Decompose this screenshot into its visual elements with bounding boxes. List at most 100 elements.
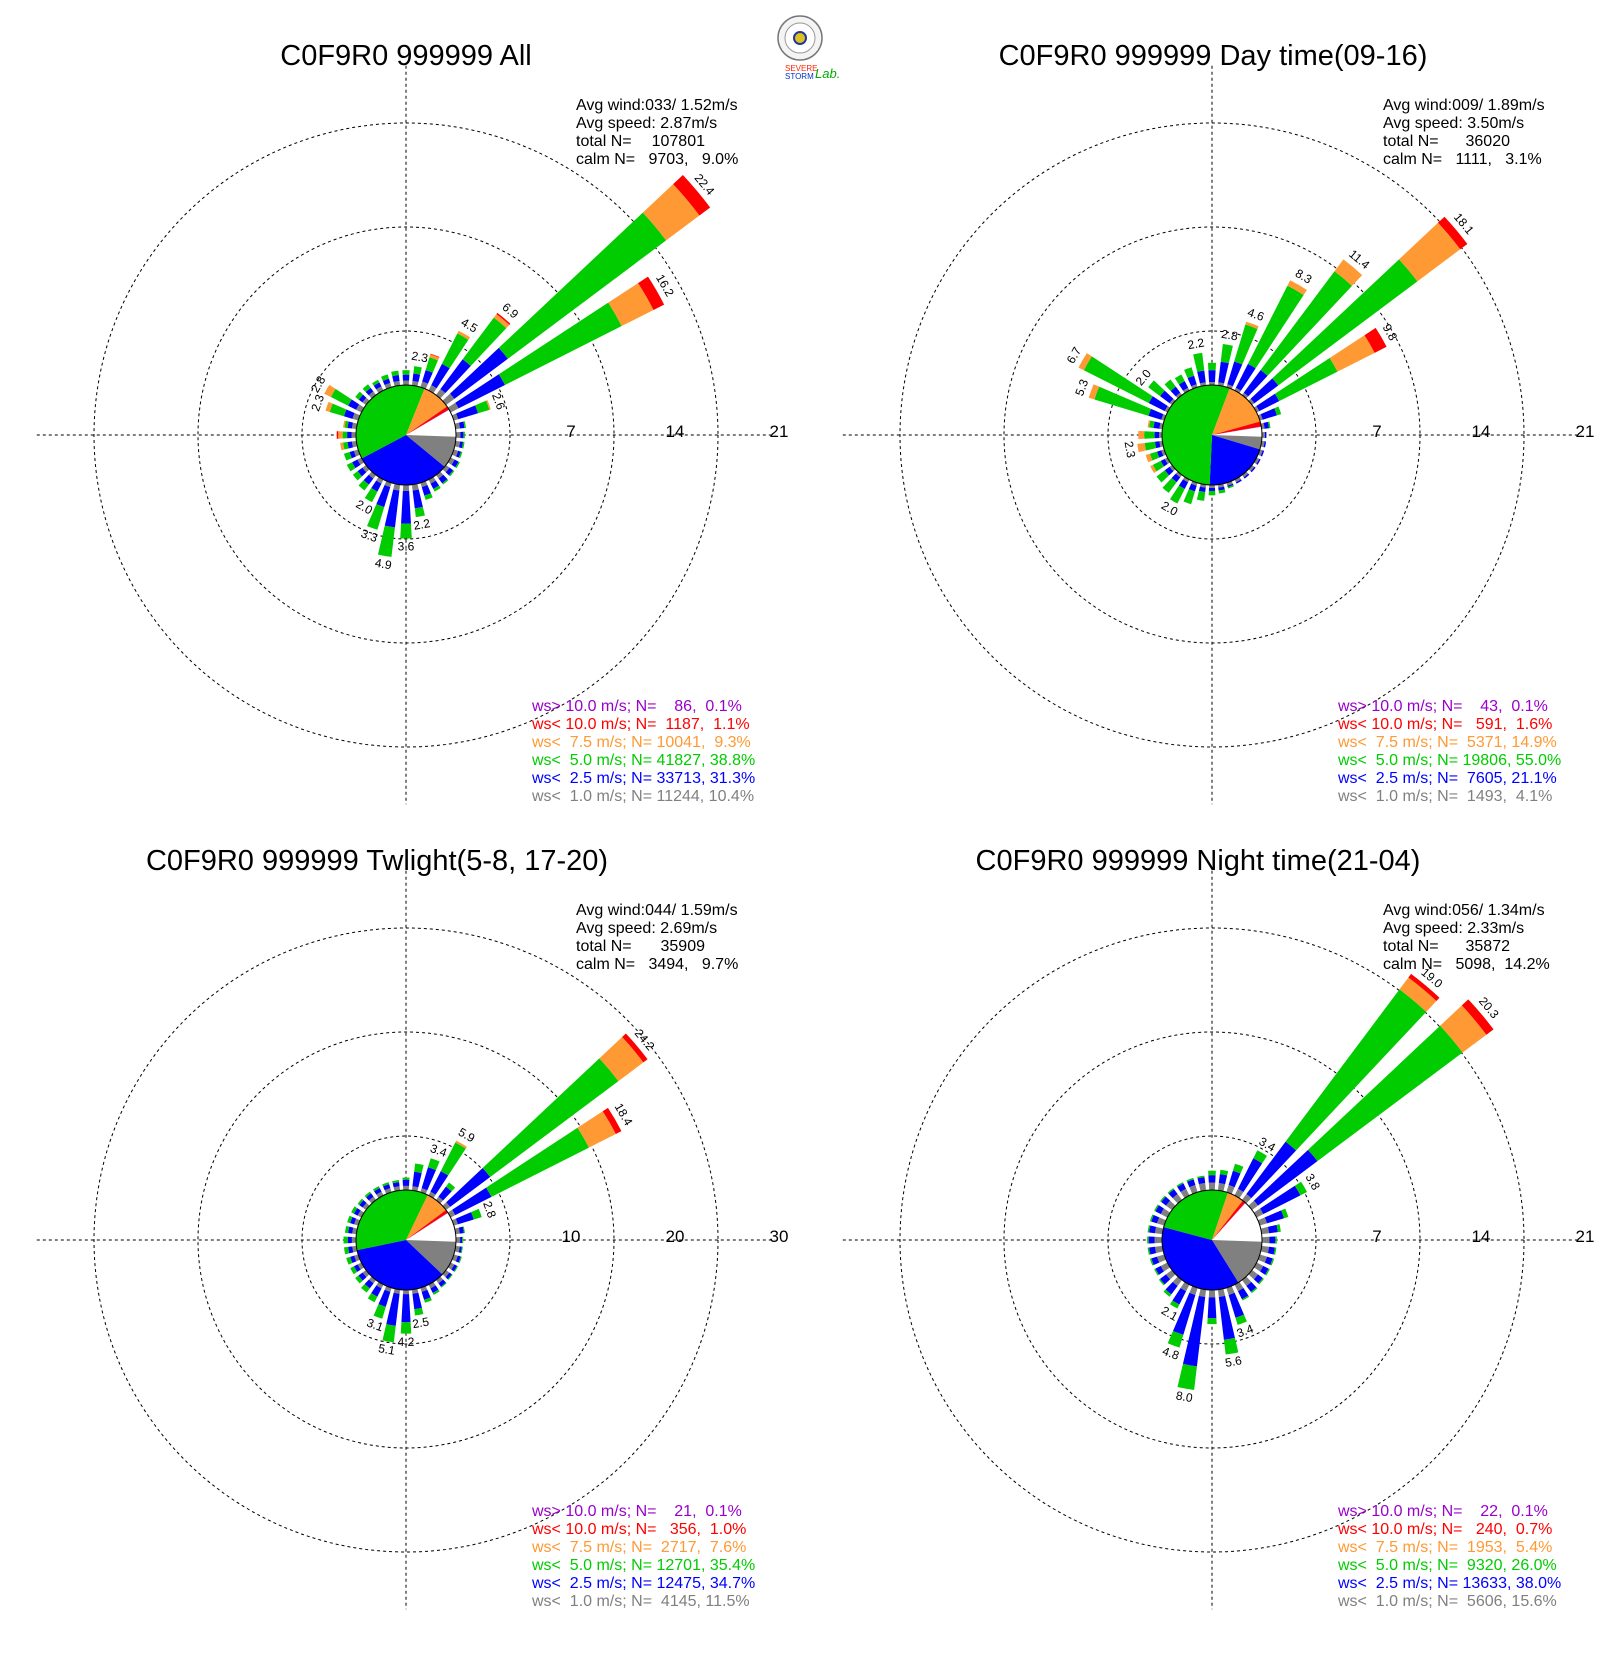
bar-segment (1257, 1217, 1267, 1226)
bar-segment (1260, 271, 1352, 376)
bar-segment (1167, 1331, 1184, 1348)
bar-segment (1237, 1158, 1263, 1192)
bar-segment (340, 442, 345, 451)
direction-bar (428, 1281, 440, 1295)
direction-bar (454, 1245, 463, 1254)
direction-bar (347, 1215, 361, 1226)
bar-segment (391, 370, 399, 377)
direction-bar (392, 1180, 401, 1192)
direction-bar (1253, 1181, 1308, 1218)
bar-value-label: 2.2 (1187, 335, 1206, 352)
bar-segment (343, 409, 355, 419)
bar-segment (324, 384, 336, 398)
bar-segment (1264, 1210, 1285, 1224)
bar-segment (1184, 367, 1195, 379)
bar-segment (1164, 466, 1174, 476)
bar-value-label: 2.8 (480, 1199, 499, 1220)
bar-segment (425, 357, 438, 373)
bar-segment (421, 1167, 436, 1191)
bar-segment (454, 1245, 460, 1253)
bar-segment (1198, 1288, 1207, 1298)
bar-segment (430, 353, 440, 358)
bar-segment (1257, 449, 1263, 456)
bar-segment (350, 1266, 358, 1275)
bar-segment (438, 1186, 452, 1201)
bar-segment (355, 1275, 363, 1284)
bar-segment (348, 1226, 354, 1234)
bar-segment (1274, 406, 1282, 416)
bar-segment (1274, 357, 1338, 402)
bar-segment (1241, 1276, 1252, 1286)
lab-seal-center-icon (793, 31, 807, 45)
direction-bar (391, 370, 401, 387)
legend-entry: ws< 10.0 m/s; N= 591, 1.6% (1337, 716, 1552, 733)
bar-segment (330, 388, 352, 406)
bar-segment (1169, 464, 1176, 472)
direction-bar (1241, 1276, 1258, 1294)
avg-speed-text: Avg speed: 3.50m/s (1383, 115, 1524, 132)
direction-bar (1167, 1285, 1198, 1348)
direction-bar (1257, 406, 1282, 421)
bar-segment (1285, 989, 1427, 1151)
bar-segment (1440, 1005, 1487, 1053)
bar-segment (1257, 414, 1263, 421)
bar-segment (376, 386, 384, 394)
logo-severe-text: SEVERE (785, 64, 817, 73)
calm-text: calm N= 9703, 9.0% (576, 151, 738, 168)
ring-labels: 7 14 21 (1372, 422, 1594, 441)
direction-bar (402, 370, 410, 386)
bar-segment (1260, 1265, 1269, 1275)
bar-segment (1260, 408, 1277, 420)
bar-segment (1172, 1276, 1183, 1286)
bar-segment (1264, 1256, 1273, 1265)
bar-segment (1154, 1236, 1163, 1244)
bar-segment (1177, 1363, 1197, 1390)
bar-segment (1235, 1314, 1247, 1325)
bar-segment (1149, 451, 1160, 461)
bar-segment (608, 283, 654, 327)
bar-segment (1088, 384, 1100, 400)
bar-segment (496, 312, 511, 325)
bar-segment (471, 1208, 482, 1220)
bar-segment (1162, 477, 1177, 493)
bar-segment (1163, 1289, 1172, 1297)
bar-segment (1227, 483, 1234, 488)
calm-pie-slice (406, 1209, 448, 1240)
bar-segment (1250, 378, 1279, 404)
direction-bar (343, 449, 361, 461)
direction-bar (1196, 483, 1207, 501)
stats-block: Avg wind:009/ 1.89m/s Avg speed: 3.50m/s… (1383, 97, 1545, 168)
ring-label-3: 21 (1576, 422, 1595, 441)
bar-segment (412, 373, 421, 382)
direction-bar (435, 312, 511, 399)
bar-segment (1399, 977, 1437, 1012)
legend-entry: ws< 1.0 m/s; N= 1493, 4.1% (1337, 788, 1552, 805)
bar-segment (486, 1127, 589, 1197)
direction-bar (1156, 464, 1176, 483)
bar-value-label: 4.6 (1246, 305, 1267, 324)
bar-segment (1187, 1179, 1196, 1188)
bar-segment (1234, 1281, 1244, 1292)
direction-bar (346, 457, 365, 472)
bar-segment (460, 1246, 463, 1254)
bar-segment (1182, 1295, 1206, 1367)
bar-segment (1157, 450, 1164, 458)
direction-bar (447, 1107, 622, 1218)
bar-segment (1253, 1208, 1264, 1218)
bar-segment (1160, 1195, 1166, 1203)
bar-segment (1208, 370, 1216, 383)
bar-segment (411, 380, 419, 387)
bar-segment (365, 387, 374, 396)
bar-segment (461, 441, 465, 449)
rose-plot: 3.419.020.33.83.45.68.04.82.1 (842, 870, 1582, 1610)
legend-entry: ws< 2.5 m/s; N= 12475, 34.7% (531, 1575, 755, 1592)
bar-segment (1248, 1200, 1258, 1211)
bar-segment (364, 1191, 372, 1198)
bar-segment (1160, 390, 1174, 404)
bar-segment (1265, 1268, 1270, 1276)
bar-segment (347, 431, 352, 439)
bar-segment (402, 374, 410, 381)
bar-segment (1155, 1265, 1164, 1275)
bar-segment (376, 1191, 384, 1199)
direction-bar (1234, 476, 1242, 484)
